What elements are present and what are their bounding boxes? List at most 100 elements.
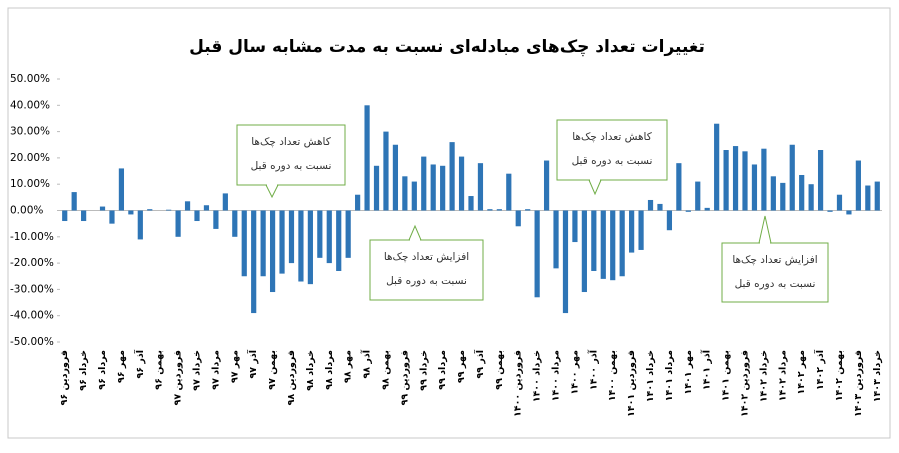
bar [279, 210, 285, 274]
y-tick-label: -50.00% [10, 336, 54, 348]
x-tick-label: آذر ۱۴۰۱ [700, 349, 713, 390]
bar [600, 210, 606, 279]
bar [836, 194, 843, 211]
bar [355, 194, 361, 211]
y-tick-label: -40.00% [10, 310, 54, 322]
x-tick-label: فروردین ۹۹ [399, 350, 410, 405]
x-tick-label: مرداد ۱۴۰۰ [551, 350, 562, 401]
bar [506, 173, 512, 211]
annotation: نسبت به دوره قبل [572, 155, 653, 167]
x-tick-label: بهمن ۱۴۰۰ [607, 350, 618, 401]
bar [440, 165, 446, 211]
bar [147, 209, 153, 211]
x-tick-label: بهمن ۱۴۰۲ [834, 350, 845, 401]
bar [402, 176, 408, 211]
bar [383, 131, 389, 211]
chart-frame [7, 7, 891, 439]
y-tick-label: 10.00% [10, 178, 50, 190]
bar [723, 150, 729, 211]
x-tick-label: بهمن ۹۹ [494, 350, 505, 390]
x-tick-label: آذر ۱۴۰۲ [813, 349, 826, 390]
bar [232, 210, 238, 237]
bar [194, 210, 200, 222]
bar [317, 210, 323, 258]
bar [572, 210, 578, 243]
bar [714, 123, 720, 211]
bar [732, 146, 739, 211]
bar [704, 207, 710, 211]
bar [184, 201, 191, 211]
bar [770, 176, 776, 211]
bar [591, 210, 597, 271]
bar [515, 210, 521, 227]
bar [288, 210, 295, 264]
bar [326, 210, 332, 264]
bar [166, 209, 172, 211]
x-tick-label: بهمن ۹۸ [380, 350, 391, 390]
callout-box [236, 124, 346, 186]
x-tick-label: آذر ۹۹ [473, 349, 486, 378]
bar [685, 210, 691, 212]
bar [865, 185, 871, 211]
bar [742, 151, 748, 211]
annotation: کاهش تعداد چک‌ها [251, 136, 331, 148]
bar [638, 210, 644, 250]
y-tick-label: 30.00% [10, 126, 50, 138]
bar [137, 210, 143, 240]
bar [808, 184, 814, 211]
bar [496, 209, 502, 211]
x-tick-label: مرداد ۹۸ [324, 350, 335, 390]
y-tick-label: 20.00% [10, 152, 50, 164]
bar [525, 209, 531, 211]
bar [553, 210, 559, 269]
x-tick-label: فروردین ۱۴۰۱ [626, 350, 637, 417]
x-tick-label: خرداد ۱۴۰۱ [645, 350, 656, 402]
annotation: نسبت به دوره قبل [386, 275, 467, 287]
bar [581, 210, 587, 293]
x-tick-label: آذر ۹۸ [360, 349, 373, 378]
bar [109, 210, 115, 224]
bar [562, 210, 569, 314]
x-tick-label: فروردین ۱۴۰۲ [740, 350, 751, 417]
x-tick-label: خرداد ۱۴۰۰ [532, 350, 543, 402]
bar [392, 144, 399, 211]
bar [364, 105, 370, 211]
callout-box [721, 242, 829, 303]
bar [477, 163, 484, 211]
bar [336, 210, 342, 271]
bar [780, 182, 786, 211]
x-tick-label: مهر ۹۶ [116, 350, 127, 383]
x-tick-label: فروردین ۹۷ [173, 350, 184, 405]
annotation: نسبت به دوره قبل [735, 278, 816, 290]
callout-box [556, 119, 668, 181]
y-tick-label: 40.00% [10, 99, 50, 111]
bar [468, 196, 474, 211]
bar [213, 210, 219, 229]
bar [307, 210, 313, 285]
x-tick-label: خرداد ۹۷ [192, 350, 203, 391]
x-tick-label: فروردین ۹۶ [59, 350, 70, 405]
bar [657, 203, 663, 211]
x-tick-label: خرداد ۹۶ [78, 350, 89, 391]
bar [534, 210, 540, 298]
bar [269, 210, 276, 293]
bar [666, 210, 673, 231]
bar [761, 148, 767, 211]
x-tick-label: بهمن ۹۷ [267, 350, 278, 390]
bar [458, 156, 465, 211]
callout-pointer [265, 184, 279, 199]
bar [610, 210, 616, 281]
callout-pointer [758, 215, 772, 244]
annotation: افزایش تعداد چک‌ها [384, 251, 469, 263]
x-tick-label: مرداد ۹۶ [97, 350, 108, 390]
annotation: افزایش تعداد چک‌ها [732, 254, 817, 266]
bar [203, 205, 210, 211]
y-tick-label: 50.00% [10, 73, 50, 85]
bar [799, 174, 805, 211]
x-tick-label: خرداد ۱۴۰۲ [758, 350, 769, 402]
bar [695, 181, 701, 211]
y-tick-label: 0.00% [10, 205, 43, 217]
bar [846, 210, 852, 215]
x-tick-label: مرداد ۹۷ [210, 350, 221, 390]
bar [629, 210, 635, 253]
